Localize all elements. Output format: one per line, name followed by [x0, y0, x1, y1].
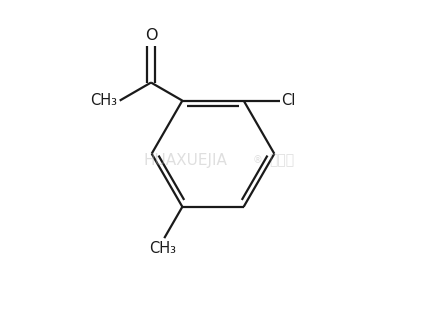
Text: CH₃: CH₃	[90, 93, 117, 108]
Text: CH₃: CH₃	[149, 241, 176, 256]
Text: HUAXUEJIA: HUAXUEJIA	[144, 153, 228, 167]
Text: O: O	[145, 28, 157, 43]
Text: 化学加: 化学加	[270, 153, 295, 167]
Text: ®: ®	[252, 155, 262, 165]
Text: Cl: Cl	[282, 93, 296, 108]
